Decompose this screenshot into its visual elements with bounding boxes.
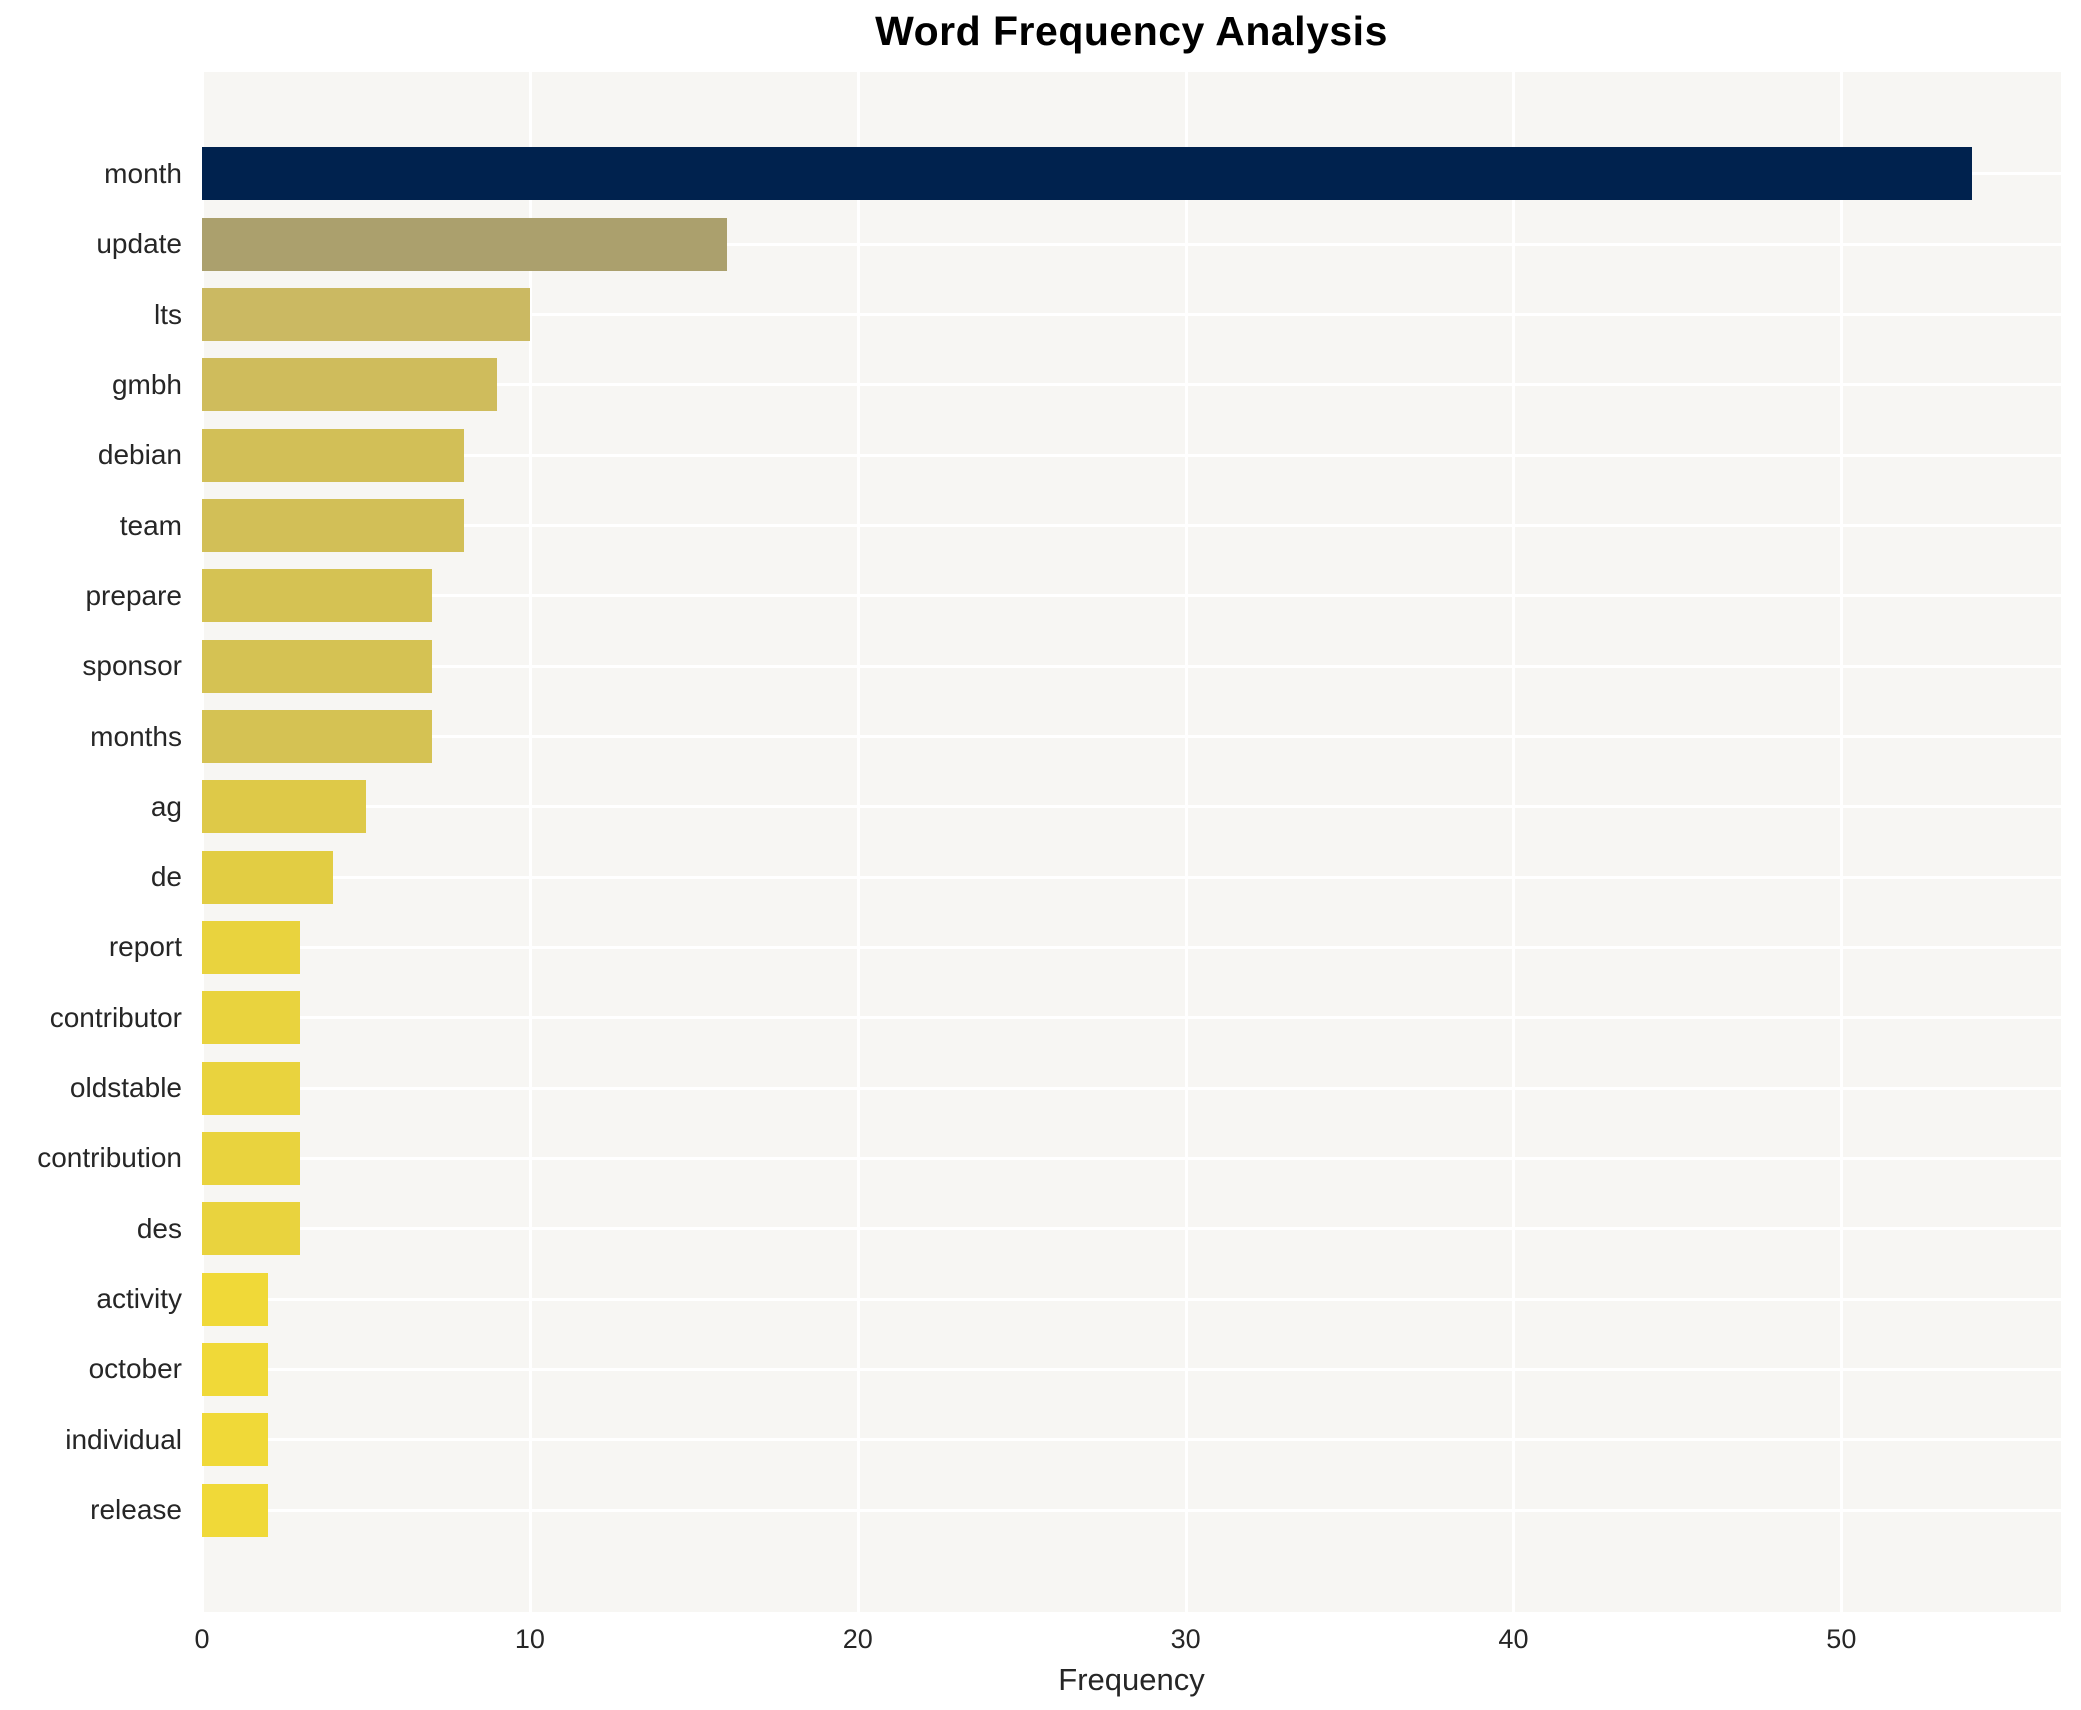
y-label-october: october [88, 1353, 182, 1385]
y-gridline-des [202, 1227, 2061, 1231]
y-gridline-lts [202, 313, 2061, 317]
bar-activity [202, 1272, 268, 1326]
y-label-oldstable: oldstable [69, 1072, 182, 1104]
bar-des [202, 1202, 301, 1256]
y-label-month: month [104, 157, 182, 189]
x-tick-10: 10 [514, 1624, 545, 1654]
y-gridline-october [202, 1367, 2061, 1371]
y-gridline-report [202, 945, 2061, 949]
bar-contributor [202, 991, 301, 1045]
bar-month [202, 147, 1973, 201]
x-gridline-10 [528, 72, 532, 1612]
bar-sponsor [202, 639, 432, 693]
y-label-debian: debian [97, 439, 182, 471]
y-label-de: de [150, 861, 182, 893]
bar-de [202, 850, 334, 904]
y-label-gmbh: gmbh [111, 368, 182, 400]
x-gridline-50 [1840, 72, 1844, 1612]
y-label-update: update [96, 228, 182, 260]
y-label-team: team [119, 509, 182, 541]
x-tick-30: 30 [1170, 1624, 1201, 1654]
y-label-activity: activity [96, 1283, 182, 1315]
y-label-lts: lts [154, 298, 182, 330]
chart-title: Word Frequency Analysis [875, 8, 1388, 54]
bar-update [202, 217, 727, 271]
y-gridline-contribution [202, 1156, 2061, 1160]
x-tick-50: 50 [1826, 1624, 1857, 1654]
bar-team [202, 499, 465, 553]
y-label-des: des [136, 1212, 182, 1244]
bar-prepare [202, 569, 432, 623]
y-gridline-months [202, 735, 2061, 739]
x-tick-20: 20 [842, 1624, 873, 1654]
bar-oldstable [202, 1061, 301, 1115]
y-gridline-update [202, 242, 2061, 246]
y-gridline-ag [202, 805, 2061, 809]
y-gridline-individual [202, 1438, 2061, 1442]
y-label-release: release [90, 1494, 182, 1526]
x-gridline-0 [201, 72, 204, 1612]
bar-ag [202, 780, 366, 834]
y-gridline-sponsor [202, 664, 2061, 668]
y-label-contributor: contributor [49, 1001, 182, 1033]
y-gridline-team [202, 524, 2061, 528]
x-gridline-20 [856, 72, 860, 1612]
bar-months [202, 710, 432, 764]
y-gridline-activity [202, 1297, 2061, 1301]
y-label-report: report [108, 931, 182, 963]
y-gridline-gmbh [202, 383, 2061, 387]
bar-lts [202, 288, 530, 342]
bar-october [202, 1342, 268, 1396]
y-gridline-de [202, 875, 2061, 879]
y-gridline-release [202, 1508, 2061, 1512]
y-gridline-oldstable [202, 1086, 2061, 1090]
y-gridline-prepare [202, 594, 2061, 598]
y-gridline-debian [202, 453, 2061, 457]
x-gridline-30 [1184, 72, 1188, 1612]
y-label-months: months [90, 720, 182, 752]
bar-debian [202, 428, 465, 482]
y-label-prepare: prepare [85, 579, 182, 611]
y-label-ag: ag [150, 790, 182, 822]
x-tick-0: 0 [194, 1624, 210, 1654]
bar-report [202, 920, 301, 974]
y-label-sponsor: sponsor [82, 650, 182, 682]
bar-gmbh [202, 358, 498, 412]
bar-contribution [202, 1131, 301, 1185]
x-axis-title: Frequency [1058, 1662, 1205, 1697]
y-gridline-contributor [202, 1016, 2061, 1020]
bar-individual [202, 1413, 268, 1467]
x-tick-40: 40 [1498, 1624, 1529, 1654]
x-gridline-40 [1512, 72, 1516, 1612]
bar-release [202, 1483, 268, 1537]
y-label-contribution: contribution [37, 1142, 182, 1174]
y-label-individual: individual [65, 1423, 182, 1455]
plot-area [201, 72, 2061, 1612]
